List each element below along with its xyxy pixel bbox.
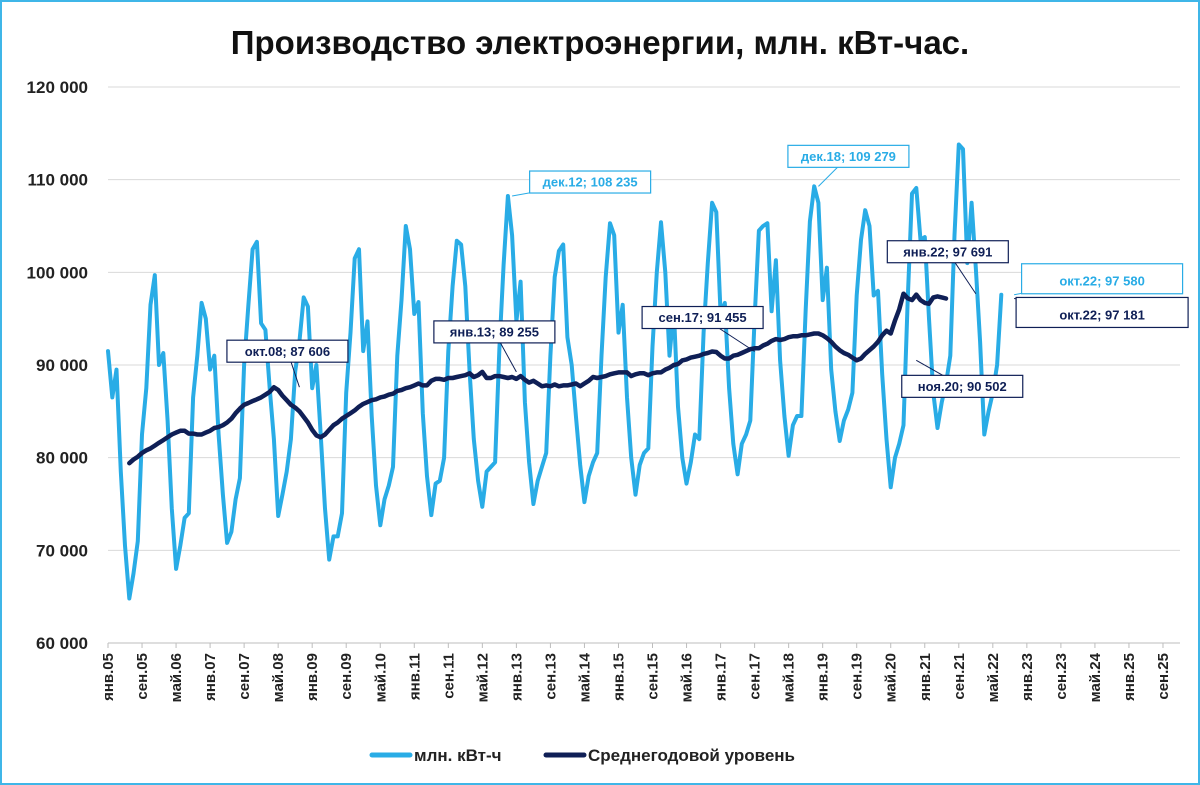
series-lines [106, 142, 1004, 601]
x-tick-label: сен.15 [645, 653, 662, 700]
y-tick-label: 120 000 [27, 78, 88, 97]
callout-box [886, 240, 1009, 264]
data-label: янв.22; 97 691 [903, 244, 992, 259]
x-tick-label: янв.25 [1121, 653, 1138, 701]
y-tick-label: 110 000 [27, 171, 88, 190]
callout-box [901, 374, 1024, 398]
x-tick-label: май.14 [576, 652, 593, 702]
data-label: окт.22; 97 580 [1059, 274, 1144, 289]
data-label: янв.13; 89 255 [450, 325, 539, 340]
x-tick-label: сен.23 [1053, 653, 1070, 700]
x-tick-label: янв.21 [917, 653, 934, 701]
data-label: дек.12; 108 235 [543, 175, 638, 190]
data-label: окт.08; 87 606 [245, 344, 330, 359]
x-tick-label: янв.19 [815, 653, 832, 701]
y-tick-label: 90 000 [36, 356, 88, 375]
production-series-line [106, 142, 1004, 601]
callout-box [787, 144, 910, 168]
x-tick-label: сен.09 [338, 653, 355, 700]
x-axis: янв.05 сен.05 май.06 янв.07 сен.07 май.08 янв.… [100, 643, 1172, 702]
x-tick-label: сен.19 [849, 653, 866, 700]
x-tick-label: май.22 [985, 653, 1002, 702]
x-tick-label: янв.17 [713, 653, 730, 701]
x-tick-label: сен.07 [236, 653, 253, 700]
y-axis: 60 000 70 000 80 000 90 000 100 000 110 000 12… [27, 78, 88, 653]
y-tick-label: 60 000 [36, 634, 88, 653]
callout-box [1020, 263, 1184, 295]
data-label: окт.22; 97 181 [1059, 307, 1144, 322]
x-tick-label: сен.17 [747, 653, 764, 700]
x-tick-label: янв.05 [100, 653, 117, 701]
y-tick-label: 80 000 [36, 449, 88, 468]
x-tick-label: сен.13 [542, 653, 559, 700]
x-tick-label: янв.11 [406, 653, 423, 700]
legend-label-average: Среднегодовой уровень [588, 746, 795, 765]
x-tick-label: май.12 [474, 653, 491, 702]
data-label: сен.17; 91 455 [659, 310, 747, 325]
callout-box [529, 170, 652, 194]
x-tick-label: янв.09 [304, 653, 321, 701]
data-label: ноя.20; 90 502 [918, 379, 1007, 394]
y-tick-label: 100 000 [27, 263, 88, 282]
average-series-line [127, 291, 949, 466]
callout-box [226, 339, 349, 363]
x-tick-label: май.10 [372, 653, 389, 702]
x-tick-label: сен.21 [951, 653, 968, 700]
x-tick-label: сен.05 [134, 653, 151, 700]
legend-label-production: млн. кВт-ч [414, 746, 502, 765]
x-tick-label: май.16 [679, 653, 696, 702]
legend: млн. кВт-ч Среднегодовой уровень [369, 746, 795, 765]
x-tick-label: сен.11 [440, 653, 457, 699]
annotations: окт.08; 87 606 янв.13; 89 255 сен.17; 91 4… [226, 144, 1189, 398]
chart-title: Производство электроэнергии, млн. кВт-ча… [231, 24, 969, 61]
data-label: дек.18; 109 279 [801, 149, 896, 164]
x-tick-label: янв.23 [1019, 653, 1036, 701]
y-tick-label: 70 000 [36, 541, 88, 560]
x-tick-label: май.18 [781, 653, 798, 702]
callout-box [433, 320, 556, 344]
x-tick-label: май.06 [168, 653, 185, 702]
callout-box [1015, 296, 1189, 329]
x-tick-label: янв.07 [202, 653, 219, 701]
x-tick-label: янв.15 [610, 653, 627, 701]
x-tick-label: сен.25 [1155, 653, 1172, 700]
x-tick-label: май.20 [883, 653, 900, 702]
x-tick-label: май.24 [1087, 652, 1104, 702]
x-tick-label: май.08 [270, 653, 287, 702]
x-tick-label: янв.13 [508, 653, 525, 701]
callout-box [641, 305, 764, 330]
